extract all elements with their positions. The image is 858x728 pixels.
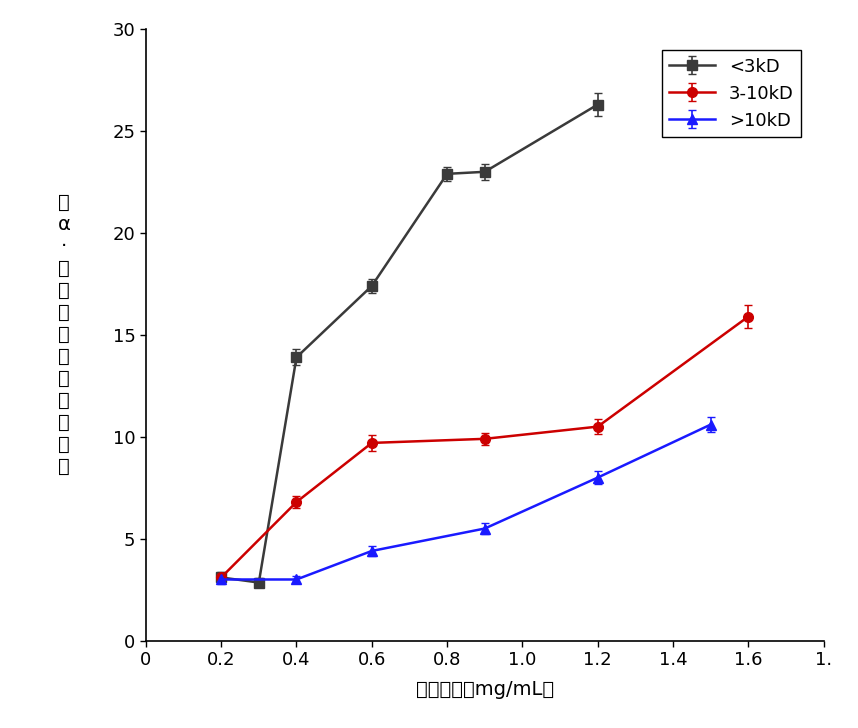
Y-axis label: 对
α
·
葡
萄
糖
苷
酶
的
抑
制
作
用: 对 α · 葡 萄 糖 苷 酶 的 抑 制 作 用	[57, 194, 70, 476]
Legend: <3kD, 3-10kD, >10kD: <3kD, 3-10kD, >10kD	[662, 50, 801, 137]
X-axis label: 质量浓度（mg/mL）: 质量浓度（mg/mL）	[416, 680, 553, 699]
